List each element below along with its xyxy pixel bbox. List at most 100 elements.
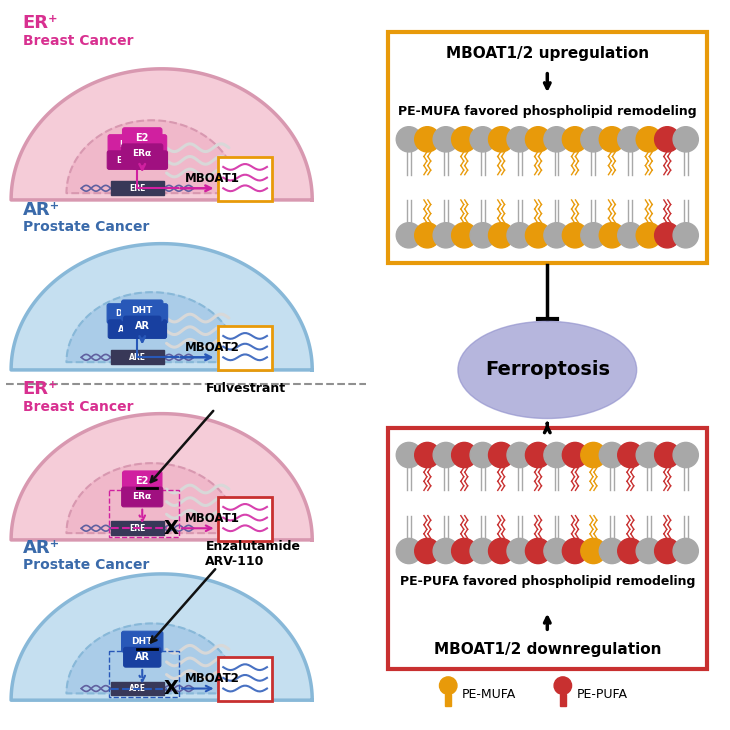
- Circle shape: [636, 223, 661, 248]
- Text: Enzalutamide: Enzalutamide: [205, 539, 300, 553]
- Circle shape: [599, 538, 625, 564]
- Ellipse shape: [458, 321, 637, 418]
- Text: PE-MUFA: PE-MUFA: [462, 688, 516, 701]
- Circle shape: [544, 442, 569, 468]
- Circle shape: [507, 223, 532, 248]
- Circle shape: [396, 538, 421, 564]
- Polygon shape: [66, 120, 237, 193]
- Text: ERE: ERE: [129, 184, 145, 193]
- Circle shape: [433, 442, 458, 468]
- Text: Breast Cancer: Breast Cancer: [23, 400, 134, 414]
- Bar: [109, 650, 179, 697]
- Bar: [111, 350, 164, 364]
- FancyBboxPatch shape: [108, 135, 142, 155]
- Circle shape: [673, 223, 699, 248]
- Circle shape: [618, 223, 643, 248]
- Text: AR: AR: [135, 321, 150, 331]
- Circle shape: [433, 538, 458, 564]
- Circle shape: [526, 127, 550, 152]
- Circle shape: [554, 677, 572, 694]
- Polygon shape: [66, 463, 237, 533]
- Circle shape: [544, 223, 569, 248]
- Text: AR⁺: AR⁺: [23, 201, 60, 218]
- Text: DHT: DHT: [141, 309, 159, 318]
- Text: ERα: ERα: [133, 493, 152, 502]
- Text: Prostate Cancer: Prostate Cancer: [23, 220, 149, 234]
- Polygon shape: [66, 292, 237, 362]
- Circle shape: [673, 538, 699, 564]
- Text: MBOAT1/2 upregulation: MBOAT1/2 upregulation: [446, 46, 649, 61]
- Text: E2: E2: [136, 134, 149, 143]
- Bar: [111, 521, 164, 535]
- FancyBboxPatch shape: [134, 320, 166, 339]
- Circle shape: [415, 223, 440, 248]
- Circle shape: [488, 127, 514, 152]
- Text: ARE: ARE: [129, 684, 146, 693]
- Text: PE-PUFA favored phospholipid remodeling: PE-PUFA favored phospholipid remodeling: [399, 575, 695, 588]
- Polygon shape: [66, 623, 237, 694]
- Circle shape: [507, 538, 532, 564]
- Circle shape: [636, 442, 661, 468]
- Text: X: X: [164, 519, 179, 538]
- Text: ERE: ERE: [129, 523, 145, 533]
- Circle shape: [655, 442, 680, 468]
- Circle shape: [673, 127, 699, 152]
- Circle shape: [618, 442, 643, 468]
- Circle shape: [470, 127, 496, 152]
- Text: Prostate Cancer: Prostate Cancer: [23, 558, 149, 572]
- FancyBboxPatch shape: [134, 135, 166, 155]
- Text: ER⁺: ER⁺: [23, 14, 58, 32]
- Text: MBOAT2: MBOAT2: [185, 672, 240, 685]
- Bar: [388, 429, 707, 669]
- FancyBboxPatch shape: [133, 151, 167, 169]
- FancyBboxPatch shape: [123, 648, 161, 667]
- Bar: [388, 32, 707, 263]
- Polygon shape: [11, 69, 312, 200]
- Circle shape: [655, 127, 680, 152]
- Circle shape: [562, 538, 588, 564]
- Circle shape: [452, 127, 477, 152]
- Circle shape: [562, 442, 588, 468]
- Text: ARE: ARE: [129, 353, 146, 362]
- Text: ERα: ERα: [133, 150, 152, 158]
- Circle shape: [452, 538, 477, 564]
- Circle shape: [396, 442, 421, 468]
- Text: MBOAT1: MBOAT1: [185, 512, 240, 525]
- Bar: [111, 182, 164, 195]
- Circle shape: [673, 442, 699, 468]
- Circle shape: [581, 127, 606, 152]
- Circle shape: [599, 127, 625, 152]
- FancyBboxPatch shape: [108, 320, 142, 339]
- Circle shape: [507, 127, 532, 152]
- Circle shape: [655, 538, 680, 564]
- Circle shape: [470, 442, 496, 468]
- Circle shape: [562, 127, 588, 152]
- Circle shape: [562, 223, 588, 248]
- Circle shape: [488, 223, 514, 248]
- Circle shape: [415, 127, 440, 152]
- FancyBboxPatch shape: [107, 151, 142, 169]
- Circle shape: [636, 127, 661, 152]
- Text: PE-PUFA: PE-PUFA: [577, 688, 628, 701]
- Text: X: X: [164, 679, 179, 698]
- Text: PE-MUFA favored phospholipid remodeling: PE-MUFA favored phospholipid remodeling: [398, 105, 696, 118]
- Text: E2: E2: [119, 140, 131, 149]
- Circle shape: [526, 538, 550, 564]
- Text: ERα: ERα: [117, 155, 133, 164]
- Circle shape: [488, 538, 514, 564]
- Circle shape: [507, 442, 532, 468]
- Text: Breast Cancer: Breast Cancer: [23, 34, 134, 47]
- Text: AR: AR: [135, 653, 150, 662]
- Circle shape: [396, 127, 421, 152]
- Bar: [218, 658, 272, 701]
- Text: ARV-110: ARV-110: [205, 556, 265, 568]
- Circle shape: [618, 538, 643, 564]
- Text: MBOAT1: MBOAT1: [185, 172, 240, 185]
- Text: DHT: DHT: [131, 637, 153, 646]
- FancyBboxPatch shape: [123, 316, 161, 336]
- Bar: [111, 682, 164, 696]
- Text: E2: E2: [145, 140, 155, 149]
- Text: AR⁺: AR⁺: [23, 539, 60, 556]
- Circle shape: [415, 442, 440, 468]
- Bar: [218, 157, 272, 201]
